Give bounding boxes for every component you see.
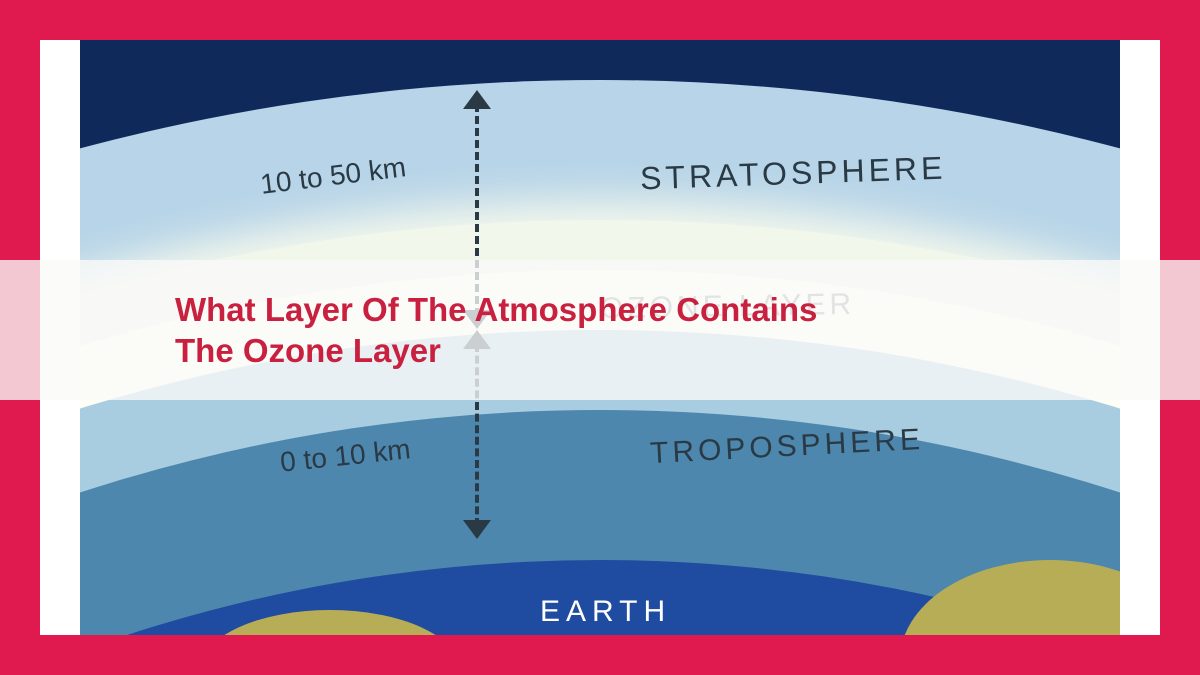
outer-frame: STRATOSPHERE OZONE LAYER TROPOSPHERE EAR…	[0, 0, 1200, 675]
label-earth: EARTH	[540, 595, 671, 629]
title-overlay-band: What Layer Of The Atmosphere Contains Th…	[0, 260, 1200, 400]
title-text: What Layer Of The Atmosphere Contains Th…	[175, 289, 817, 372]
